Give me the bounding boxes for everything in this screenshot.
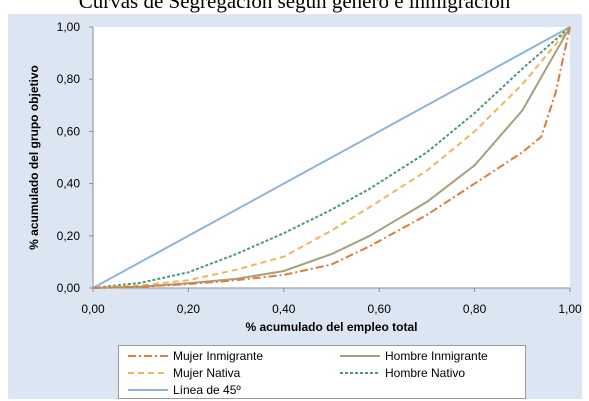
- legend-item-hombre-nativo: Hombre Nativo: [339, 365, 465, 381]
- x-axis-title: % acumulado del empleo total: [245, 320, 417, 334]
- legend-label: Hombre Inmigrante: [385, 349, 488, 363]
- legend-swatch: [128, 372, 168, 374]
- chart-title: Curvas de Segregación según género e inm…: [78, 0, 511, 13]
- y-tick-label: 0,40: [57, 177, 81, 191]
- y-axis-title: % acumulado del grupo objetivo: [27, 65, 41, 250]
- series-line-0: [92, 26, 571, 289]
- series-line-3: [92, 26, 571, 289]
- x-tick-label: 1,00: [558, 302, 582, 316]
- x-tick-label: 0,00: [81, 302, 105, 316]
- legend-swatch: [128, 389, 168, 391]
- x-tick-label: 0,80: [463, 302, 487, 316]
- x-tick-label: 0,20: [177, 302, 201, 316]
- legend-swatch: [340, 355, 380, 357]
- y-tick-label: 0,60: [57, 124, 81, 138]
- legend-swatch: [128, 355, 168, 357]
- legend-item-mujer-inmigrante: Mujer Inmigrante: [127, 348, 263, 364]
- y-tick-label: 0,80: [57, 72, 81, 86]
- x-tick-label: 0,60: [368, 302, 392, 316]
- series-line-4: [92, 26, 571, 289]
- legend-label: Línea de 45º: [173, 383, 241, 397]
- legend-item-linea-45: Línea de 45º: [127, 382, 241, 398]
- legend-swatch: [340, 372, 380, 374]
- y-tick-label: 0,00: [57, 281, 81, 295]
- y-tick-label: 0,20: [57, 229, 81, 243]
- legend-label: Mujer Nativa: [173, 366, 241, 380]
- legend-item-hombre-inmigrante: Hombre Inmigrante: [339, 348, 488, 364]
- legend: Mujer Inmigrante Hombre Inmigrante Mujer…: [118, 345, 526, 399]
- legend-label: Hombre Nativo: [385, 366, 466, 380]
- y-tick-label: 1,00: [57, 20, 81, 34]
- legend-item-mujer-nativa: Mujer Nativa: [127, 365, 240, 381]
- series-line-2: [92, 26, 571, 289]
- legend-label: Mujer Inmigrante: [173, 349, 264, 363]
- x-tick-label: 0,40: [272, 302, 296, 316]
